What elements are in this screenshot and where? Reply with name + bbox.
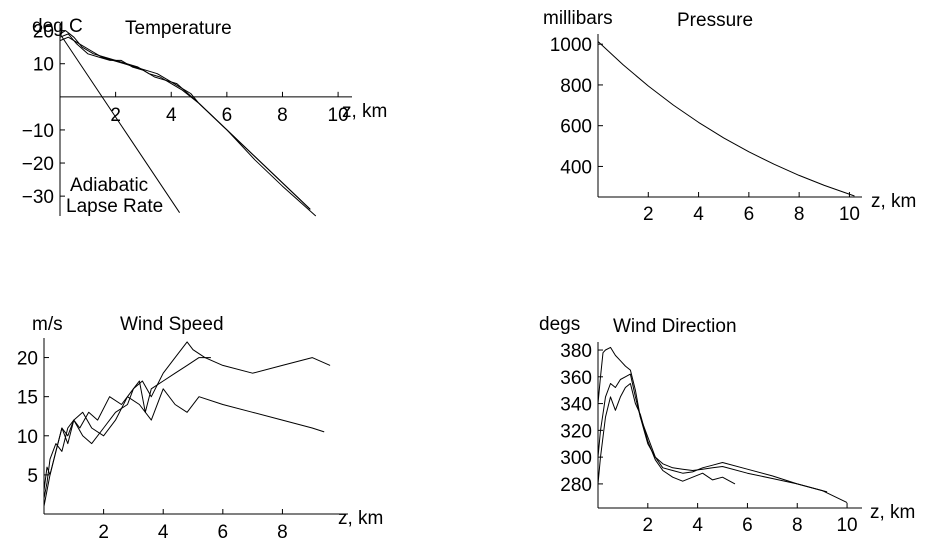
pressure-x-tick-label: 2	[643, 204, 654, 225]
wind-direction-y-tick-label: 320	[560, 421, 592, 442]
pressure-y-tick-label: 400	[560, 157, 592, 178]
wind-direction-series-2	[597, 373, 828, 493]
wind-direction-x-tick-label: 10	[836, 515, 857, 536]
wind-speed-y-tick-label: 5	[27, 466, 38, 487]
wind-speed-x-tick-label: 8	[277, 522, 288, 542]
pressure-xlabel: z, km	[871, 191, 916, 212]
wind-speed-panel: m/s Wind Speed z, km 2 4 6 8 5 10 15 20	[17, 314, 384, 542]
wind-speed-x-tick-label: 4	[158, 522, 169, 542]
wind-speed-y-tick-label: 20	[17, 349, 38, 370]
wind-speed-x-tick-label: 6	[218, 522, 229, 542]
wind-direction-y-tick-label: 300	[560, 448, 592, 469]
temperature-x-tick-label: 2	[110, 105, 121, 126]
wind-direction-series-1	[597, 346, 848, 504]
pressure-x-tick-label: 4	[693, 204, 704, 225]
wind-speed-series-2	[43, 357, 211, 499]
wind-speed-y-tick-label: 10	[17, 427, 38, 448]
wind-direction-x-tick-label: 8	[792, 515, 803, 536]
wind-speed-xlabel: z, km	[338, 508, 383, 529]
pressure-x-tick-label: 8	[794, 204, 805, 225]
pressure-y-tick-label: 1000	[550, 35, 592, 56]
lapse-rate-label: Lapse Rate	[66, 196, 163, 217]
temperature-x-tick-label: 8	[277, 105, 288, 126]
wind-speed-series-3	[43, 388, 325, 507]
wind-direction-y-tick-label: 380	[560, 341, 592, 362]
wind-direction-x-tick-label: 4	[692, 515, 703, 536]
wind-direction-title: Wind Direction	[613, 316, 737, 337]
wind-direction-x-tick-label: 2	[643, 515, 654, 536]
temperature-x-tick-label: 10	[328, 105, 349, 126]
temperature-x-tick-label: 6	[222, 105, 233, 126]
temperature-title: Temperature	[125, 18, 232, 39]
pressure-series-1	[597, 41, 855, 197]
temperature-y-tick-label: −10	[22, 121, 54, 142]
wind-direction-y-tick-label: 340	[560, 395, 592, 416]
pressure-x-tick-label: 10	[839, 204, 860, 225]
temperature-series-3	[59, 36, 317, 217]
pressure-y-tick-label: 600	[560, 117, 592, 138]
temperature-y-tick-label: −30	[22, 187, 54, 208]
wind-direction-xlabel: z, km	[870, 502, 915, 523]
adiabatic-label: Adiabatic	[70, 175, 148, 196]
temperature-ylabel: deg C	[32, 16, 83, 37]
wind-speed-series-1	[43, 341, 331, 491]
temperature-y-tick-label: 20	[33, 22, 54, 43]
wind-speed-y-tick-label: 15	[17, 388, 38, 409]
pressure-ylabel: millibars	[543, 8, 613, 29]
wind-direction-panel: degs Wind Direction z, km 2 4 6 8 10 280 300 32…	[539, 314, 915, 536]
pressure-title: Pressure	[677, 10, 753, 31]
pressure-panel: millibars Pressure z, km 2 4 6 8 10 400 600 800…	[543, 8, 916, 225]
temperature-y-tick-label: 10	[33, 55, 54, 76]
pressure-y-tick-label: 800	[560, 76, 592, 97]
wind-direction-y-tick-label: 360	[560, 368, 592, 389]
wind-direction-series-3	[597, 383, 736, 485]
temperature-y-tick-label: −20	[22, 154, 54, 175]
wind-direction-ylabel: degs	[539, 314, 580, 335]
wind-direction-x-tick-label: 6	[742, 515, 753, 536]
temperature-panel: deg C Temperature z, km Adiabatic Lapse …	[22, 16, 388, 217]
pressure-x-tick-label: 6	[744, 204, 755, 225]
wind-speed-title: Wind Speed	[120, 314, 224, 335]
wind-direction-y-tick-label: 280	[560, 475, 592, 496]
temperature-xlabel: z, km	[342, 101, 387, 122]
wind-speed-ylabel: m/s	[32, 314, 63, 335]
temperature-series-4	[59, 33, 181, 213]
wind-speed-x-tick-label: 2	[98, 522, 109, 542]
temperature-x-tick-label: 4	[166, 105, 177, 126]
